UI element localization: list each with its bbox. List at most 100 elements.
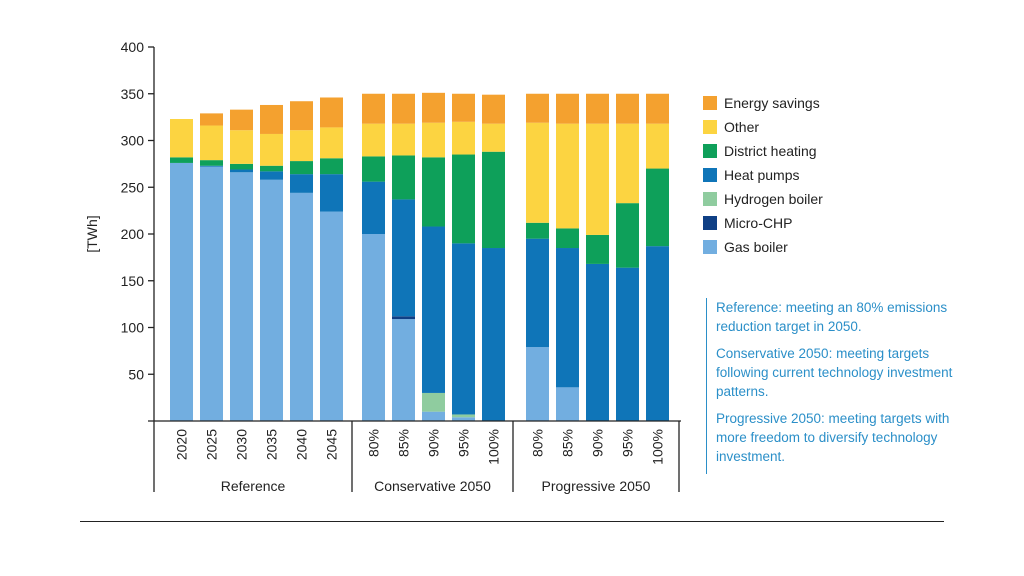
bar-heat-pumps-conservative-2050-80pct bbox=[362, 181, 385, 234]
bar-heat-pumps-reference-2030 bbox=[230, 169, 253, 173]
scenario-notes: Reference: meeting an 80% emissions redu… bbox=[706, 298, 966, 474]
x-tick-label-conservative-2050-90pct: 90% bbox=[426, 429, 442, 457]
x-tick-label-progressive-2050-100pct: 100% bbox=[650, 429, 666, 465]
bar-district-heating-reference-2030 bbox=[230, 163, 253, 170]
x-tick-label-reference-2040: 2040 bbox=[294, 429, 310, 460]
bar-energy-savings-progressive-2050-95pct bbox=[616, 93, 639, 124]
bar-other-reference-2020 bbox=[170, 118, 193, 158]
bottom-divider bbox=[80, 521, 944, 522]
bar-heat-pumps-progressive-2050-85pct bbox=[556, 248, 579, 388]
x-tick-label-progressive-2050-90pct: 90% bbox=[590, 429, 606, 457]
x-tick-label-progressive-2050-85pct: 85% bbox=[560, 429, 576, 457]
legend-label-hydrogen-boiler: Hydrogen boiler bbox=[724, 191, 823, 207]
legend-swatch-energy-savings bbox=[703, 96, 717, 110]
y-tick-label-350: 350 bbox=[121, 86, 145, 102]
bar-energy-savings-reference-2045 bbox=[320, 97, 343, 128]
bar-other-conservative-2050-90pct bbox=[422, 122, 445, 158]
bar-heat-pumps-progressive-2050-100pct bbox=[646, 246, 669, 421]
x-tick-label-reference-2035: 2035 bbox=[264, 429, 280, 460]
bar-district-heating-reference-2020 bbox=[170, 157, 193, 163]
x-tick-label-progressive-2050-95pct: 95% bbox=[620, 429, 636, 457]
bar-district-heating-progressive-2050-85pct bbox=[556, 228, 579, 249]
group-label-reference: Reference bbox=[221, 478, 286, 494]
bar-heat-pumps-progressive-2050-90pct bbox=[586, 263, 609, 421]
bar-other-reference-2045 bbox=[320, 127, 343, 159]
bar-micro-chp-conservative-2050-85pct bbox=[392, 316, 415, 320]
bar-energy-savings-progressive-2050-85pct bbox=[556, 93, 579, 124]
bar-gas-boiler-progressive-2050-85pct bbox=[556, 387, 579, 421]
bar-district-heating-conservative-2050-85pct bbox=[392, 155, 415, 200]
note-reference: Reference: meeting an 80% emissions redu… bbox=[716, 300, 948, 334]
bar-energy-savings-reference-2040 bbox=[290, 101, 313, 131]
legend-label-heat-pumps: Heat pumps bbox=[724, 167, 799, 183]
bar-other-reference-2040 bbox=[290, 130, 313, 162]
bar-gas-boiler-reference-2025 bbox=[200, 166, 223, 421]
legend-swatch-other bbox=[703, 120, 717, 134]
bar-district-heating-reference-2040 bbox=[290, 161, 313, 175]
x-tick-label-reference-2020: 2020 bbox=[174, 429, 190, 460]
axes-layer: 50 100 150 200 250 300 350 400 2020 2025 2030 2035 2… bbox=[121, 39, 681, 494]
y-tick-label-100: 100 bbox=[121, 320, 145, 336]
bar-hydrogen-boiler-conservative-2050-95pct bbox=[452, 414, 475, 418]
bar-other-reference-2025 bbox=[200, 125, 223, 161]
bar-other-progressive-2050-80pct bbox=[526, 122, 549, 223]
bar-energy-savings-conservative-2050-90pct bbox=[422, 92, 445, 123]
bar-district-heating-progressive-2050-80pct bbox=[526, 222, 549, 239]
bar-other-progressive-2050-95pct bbox=[616, 123, 639, 204]
group-label-progressive-2050: Progressive 2050 bbox=[542, 478, 651, 494]
y-tick-label-50: 50 bbox=[128, 366, 144, 382]
legend-label-district-heating: District heating bbox=[724, 143, 817, 159]
bar-gas-boiler-conservative-2050-80pct bbox=[362, 234, 385, 421]
bar-energy-savings-progressive-2050-80pct bbox=[526, 93, 549, 123]
x-tick-label-conservative-2050-100pct: 100% bbox=[486, 429, 502, 465]
x-tick-label-conservative-2050-80pct: 80% bbox=[366, 429, 382, 457]
bar-energy-savings-conservative-2050-95pct bbox=[452, 93, 475, 122]
bar-district-heating-progressive-2050-95pct bbox=[616, 203, 639, 268]
bar-heat-pumps-conservative-2050-90pct bbox=[422, 226, 445, 393]
note-progressive: Progressive 2050: meeting targets with m… bbox=[716, 411, 950, 464]
bar-other-reference-2030 bbox=[230, 130, 253, 164]
bar-gas-boiler-progressive-2050-80pct bbox=[526, 347, 549, 421]
bar-other-conservative-2050-95pct bbox=[452, 121, 475, 155]
bar-district-heating-progressive-2050-90pct bbox=[586, 234, 609, 264]
legend-swatch-hydrogen-boiler bbox=[703, 192, 717, 206]
bar-gas-boiler-reference-2045 bbox=[320, 211, 343, 421]
legend-swatch-heat-pumps bbox=[703, 168, 717, 182]
bar-other-conservative-2050-100pct bbox=[482, 123, 505, 152]
bar-energy-savings-conservative-2050-85pct bbox=[392, 93, 415, 124]
bar-energy-savings-reference-2030 bbox=[230, 109, 253, 131]
legend-swatch-district-heating bbox=[703, 144, 717, 158]
bar-heat-pumps-conservative-2050-100pct bbox=[482, 248, 505, 421]
bar-heat-pumps-conservative-2050-95pct bbox=[452, 243, 475, 415]
bar-other-reference-2035 bbox=[260, 133, 283, 166]
x-tick-label-conservative-2050-85pct: 85% bbox=[396, 429, 412, 457]
y-tick-label-250: 250 bbox=[121, 179, 145, 195]
bar-heat-pumps-conservative-2050-85pct bbox=[392, 199, 415, 317]
bar-energy-savings-progressive-2050-100pct bbox=[646, 93, 669, 124]
x-tick-label-progressive-2050-80pct: 80% bbox=[530, 429, 546, 457]
bar-gas-boiler-conservative-2050-95pct bbox=[452, 417, 475, 421]
bar-district-heating-conservative-2050-100pct bbox=[482, 151, 505, 249]
group-label-conservative-2050: Conservative 2050 bbox=[374, 478, 491, 494]
bar-heat-pumps-progressive-2050-95pct bbox=[616, 267, 639, 421]
bars-layer bbox=[170, 92, 669, 421]
legend-swatch-micro-chp bbox=[703, 216, 717, 230]
y-tick-label-200: 200 bbox=[121, 226, 145, 242]
bar-heat-pumps-progressive-2050-80pct bbox=[526, 238, 549, 348]
bar-hydrogen-boiler-conservative-2050-90pct bbox=[422, 392, 445, 412]
bar-gas-boiler-reference-2030 bbox=[230, 172, 253, 421]
bar-energy-savings-conservative-2050-80pct bbox=[362, 93, 385, 124]
x-tick-label-conservative-2050-95pct: 95% bbox=[456, 429, 472, 457]
bar-energy-savings-progressive-2050-90pct bbox=[586, 93, 609, 124]
bar-heat-pumps-reference-2040 bbox=[290, 174, 313, 193]
y-tick-label-400: 400 bbox=[121, 39, 145, 55]
bar-other-conservative-2050-80pct bbox=[362, 123, 385, 157]
bar-energy-savings-reference-2025 bbox=[200, 113, 223, 126]
bar-other-progressive-2050-85pct bbox=[556, 123, 579, 229]
bar-district-heating-reference-2045 bbox=[320, 158, 343, 175]
y-tick-label-150: 150 bbox=[121, 273, 145, 289]
legend-label-gas-boiler: Gas boiler bbox=[724, 239, 788, 255]
bar-energy-savings-conservative-2050-100pct bbox=[482, 94, 505, 124]
x-tick-label-reference-2025: 2025 bbox=[204, 429, 220, 460]
